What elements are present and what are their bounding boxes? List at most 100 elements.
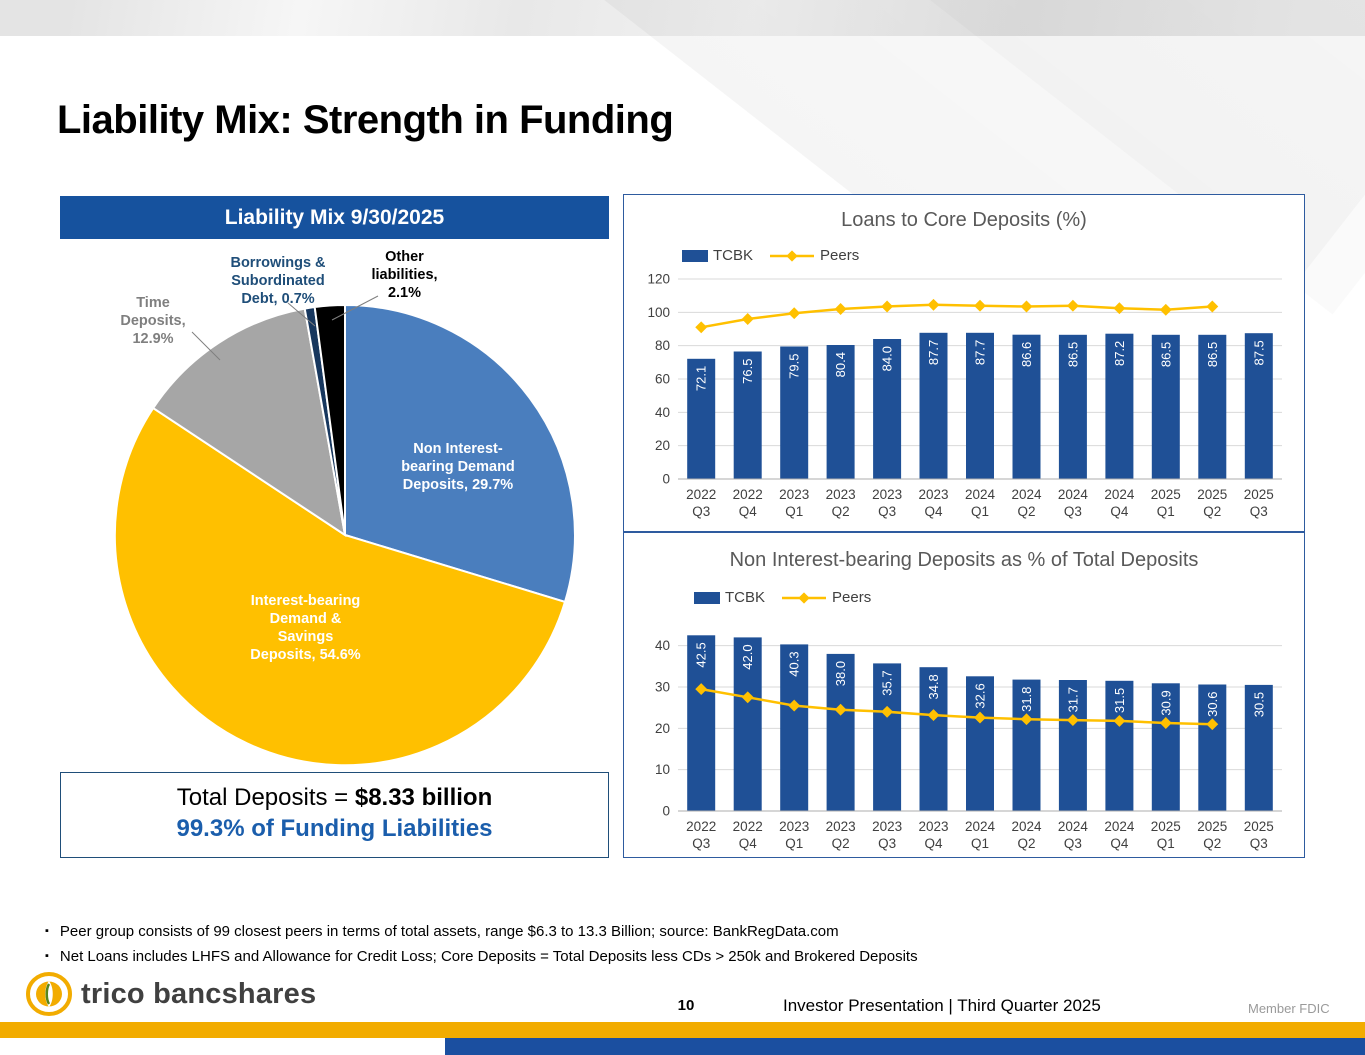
nib-deposits-chart: 0 10 20 30 40 42.5 42.0 40.3 38.0 35.7 34.8 32.6 31.… <box>655 635 1282 851</box>
bar <box>873 339 902 479</box>
x-tick-label: 2023 <box>826 487 856 502</box>
chart-title-loans-to-core: Loans to Core Deposits (%) <box>841 209 1087 231</box>
total-deposits-box: Total Deposits = $8.33 billion 99.3% of … <box>60 772 609 858</box>
page-title: Liability Mix: Strength in Funding <box>57 98 674 142</box>
legend-label-tcbk: TCBK <box>713 247 754 264</box>
leader-line <box>191 331 221 361</box>
bar <box>873 663 902 811</box>
footnote-text: Net Loans includes LHFS and Allowance fo… <box>59 948 918 965</box>
bar-value-label: 40.3 <box>787 651 802 676</box>
x-tick-label: 2023 <box>779 487 809 502</box>
x-tick-label: 2024 <box>965 819 996 834</box>
pie-label-other-liabilities: Other liabilities, 2.1% <box>371 249 438 302</box>
bar <box>1012 334 1041 479</box>
x-tick-label: 2025 <box>1244 487 1274 502</box>
x-tick-label: Q2 <box>1203 504 1221 519</box>
legend-label-peers: Peers <box>820 247 860 264</box>
bar-value-label: 86.5 <box>1065 342 1080 367</box>
bar <box>1198 684 1227 811</box>
x-tick-label: Q4 <box>739 504 758 519</box>
bar-value-label: 79.5 <box>787 354 802 379</box>
x-tick-label: 2024 <box>965 487 996 502</box>
x-tick-label: Q2 <box>832 504 850 519</box>
bar <box>966 676 994 811</box>
bar-value-label: 31.5 <box>1112 688 1127 713</box>
footer-presentation-label: Investor Presentation | Third Quarter 20… <box>783 996 1101 1015</box>
bar-value-label: 38.0 <box>833 661 848 686</box>
x-tick-label: 2025 <box>1244 819 1274 834</box>
x-tick-label: Q3 <box>692 836 710 851</box>
diamond-marker <box>1206 300 1219 313</box>
x-tick-label: Q3 <box>1250 836 1268 851</box>
bar-value-label: 42.0 <box>740 644 755 669</box>
liability-mix-pie-chart <box>113 295 576 767</box>
x-tick-label: 2025 <box>1197 819 1227 834</box>
page-number: 10 <box>677 997 695 1014</box>
x-tick-label: 2023 <box>872 487 902 502</box>
loans-to-core-deposits-panel: Loans to Core Deposits (%) TCBK Peers 0 2… <box>623 194 1305 532</box>
x-tick-label: Q1 <box>1157 504 1175 519</box>
diamond-marker <box>1159 717 1172 729</box>
y-tick-label: 120 <box>647 272 670 287</box>
diamond-marker <box>1159 303 1172 316</box>
x-tick-label: Q3 <box>692 504 710 519</box>
y-tick-label: 0 <box>662 472 670 487</box>
pie-label-time-deposits: Time Deposits, 12.9% <box>120 295 186 348</box>
pie-slice <box>313 303 346 536</box>
bar <box>1244 684 1273 811</box>
x-tick-label: 2024 <box>1058 819 1089 834</box>
bar-value-label: 35.7 <box>880 670 895 695</box>
bar-value-label: 32.6 <box>973 683 988 708</box>
pie-label-interest-bearing-deposits: Interest-bearing Demand & Savings Deposi… <box>250 593 361 664</box>
x-tick-label: Q1 <box>1157 836 1175 851</box>
top-decorative-band <box>0 0 1365 36</box>
diamond-marker <box>695 321 708 334</box>
diamond-marker <box>1020 300 1033 313</box>
chart-legend: TCBK Peers <box>682 247 859 264</box>
x-tick-label: Q2 <box>1017 836 1035 851</box>
x-tick-label: Q4 <box>924 504 943 519</box>
bar <box>826 345 855 479</box>
x-tick-label: 2022 <box>733 819 763 834</box>
total-deposits-prefix: Total Deposits = <box>176 784 355 811</box>
x-tick-label: 2024 <box>1011 819 1042 834</box>
y-tick-label: 0 <box>662 804 670 819</box>
bar-value-label: 86.6 <box>1019 342 1034 367</box>
peers-line-swatch-icon <box>782 591 827 604</box>
tcbk-bar-swatch-icon <box>682 249 708 262</box>
y-tick-label: 20 <box>655 438 670 453</box>
x-tick-label: 2023 <box>872 819 902 834</box>
bar-value-label: 86.5 <box>1205 342 1220 367</box>
legend-item-tcbk: TCBK <box>682 247 753 264</box>
legend-label-peers: Peers <box>832 589 872 606</box>
bar-value-label: 86.5 <box>1158 342 1173 367</box>
bar <box>733 637 762 811</box>
footnote-line: Peer group consists of 99 closest peers … <box>45 920 918 945</box>
bar <box>1151 334 1180 479</box>
legend-item-peers: Peers <box>781 589 871 606</box>
loans-to-core-deposits-chart: 0 20 40 60 80 100 120 72.1 76.5 79.5 80.4 84.0 87.7 8… <box>647 272 1282 519</box>
bar-value-label: 80.4 <box>833 352 848 377</box>
bar <box>1244 333 1273 479</box>
chart-title-nib-deposits: Non Interest-bearing Deposits as % of To… <box>729 549 1199 571</box>
liability-mix-header: Liability Mix 9/30/2025 <box>60 196 609 239</box>
liability-mix-panel: Liability Mix 9/30/2025 Time Deposits, 1… <box>60 196 609 859</box>
footnote-text: Peer group consists of 99 closest peers … <box>59 923 839 940</box>
x-tick-label: Q4 <box>1110 504 1129 519</box>
bar-value-label: 30.5 <box>1251 692 1266 717</box>
member-fdic-label: Member FDIC <box>1248 1001 1330 1016</box>
x-tick-label: Q1 <box>785 504 803 519</box>
diamond-marker <box>881 705 894 718</box>
diamond-marker <box>834 303 847 315</box>
leader-line <box>331 295 379 321</box>
bar <box>1151 683 1180 811</box>
bar-value-label: 42.5 <box>694 642 709 667</box>
pie-slice <box>113 406 567 767</box>
x-tick-label: 2025 <box>1197 487 1227 502</box>
x-tick-label: Q3 <box>1250 504 1268 519</box>
diamond-marker <box>788 307 801 320</box>
pie-label-borrowings: Borrowings & Subordinated Debt, 0.7% <box>230 255 326 308</box>
x-tick-label: Q2 <box>1203 836 1221 851</box>
bar-value-label: 84.0 <box>880 346 895 371</box>
